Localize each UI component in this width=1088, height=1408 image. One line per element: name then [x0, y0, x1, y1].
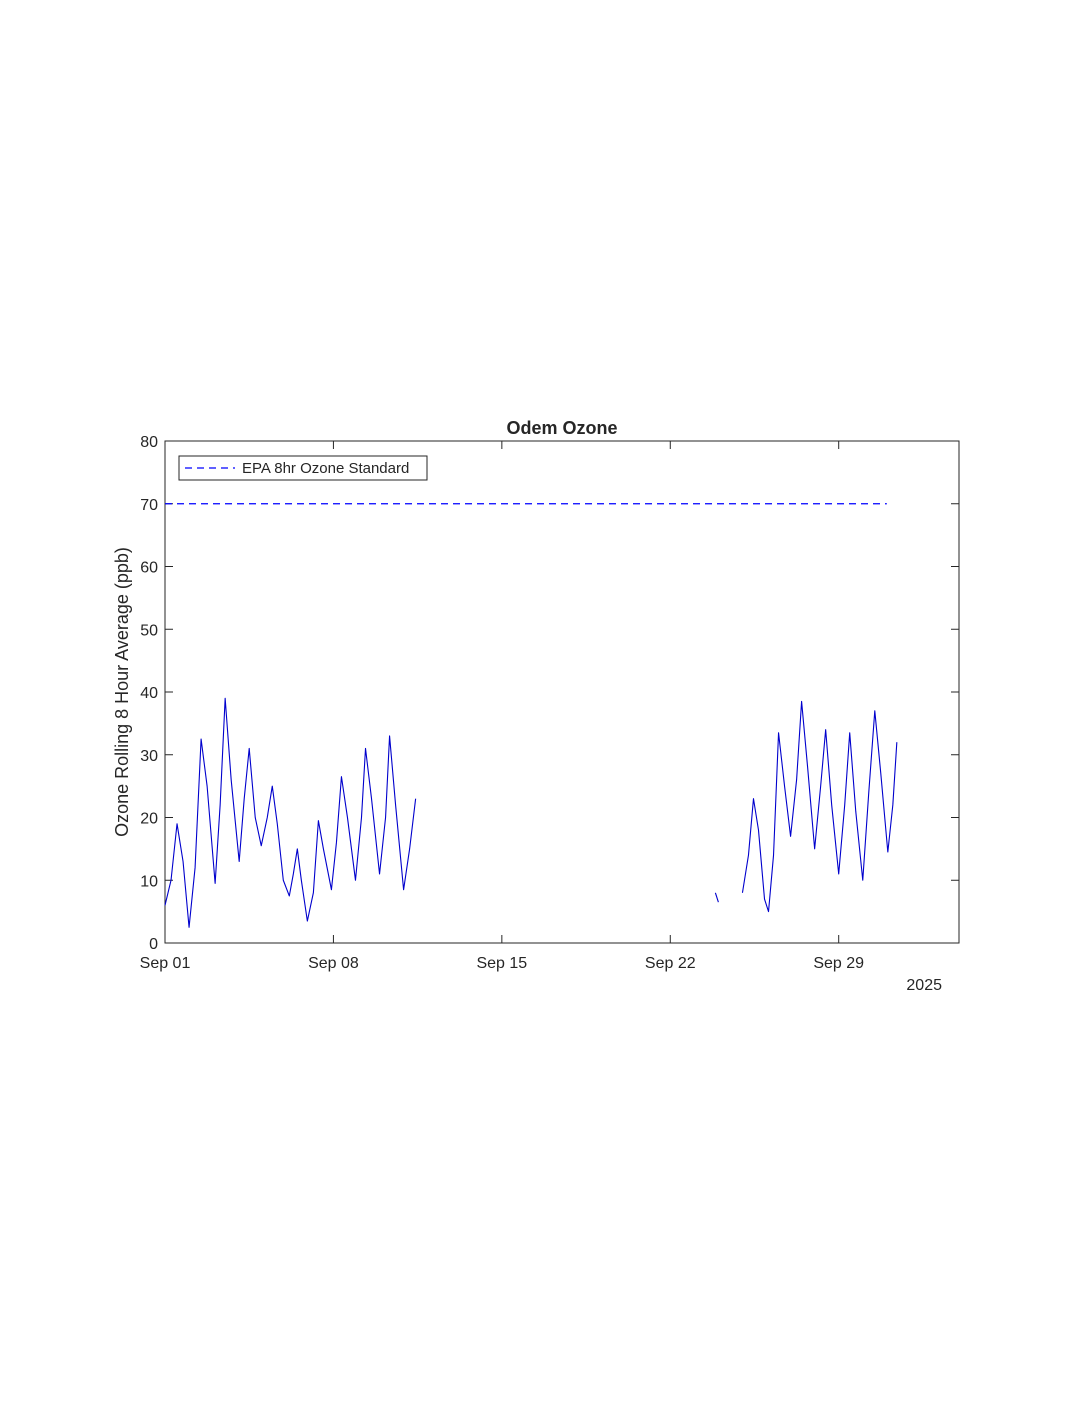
y-axis-label: Ozone Rolling 8 Hour Average (ppb)	[112, 547, 132, 837]
legend-entry-epa-standard: EPA 8hr Ozone Standard	[242, 460, 409, 477]
x-tick-label-1: Sep 08	[308, 955, 359, 972]
x-axis-ticks: Sep 01 Sep 08 Sep 15 Sep 22 Sep 29	[140, 441, 960, 972]
y-tick-label-60: 60	[140, 560, 158, 577]
x-axis-year-label: 2025	[906, 977, 942, 994]
chart-title: Odem Ozone	[506, 418, 617, 438]
plot-area	[164, 440, 960, 944]
x-tick-label-4: Sep 29	[813, 955, 864, 972]
x-tick-label-2: Sep 15	[476, 955, 527, 972]
y-tick-label-20: 20	[140, 811, 158, 828]
y-tick-label-40: 40	[140, 685, 158, 702]
y-tick-label-80: 80	[140, 434, 158, 451]
y-tick-label-70: 70	[140, 497, 158, 514]
y-tick-label-30: 30	[140, 748, 158, 765]
y-tick-label-0: 0	[149, 936, 158, 953]
ozone-series-segment-3	[741, 700, 898, 913]
x-tick-label-3: Sep 22	[645, 955, 696, 972]
ozone-series-segment-1	[164, 697, 417, 928]
legend: EPA 8hr Ozone Standard	[178, 455, 428, 481]
ozone-series-segment-2	[714, 892, 719, 903]
x-tick-label-0: Sep 01	[140, 955, 191, 972]
y-tick-label-50: 50	[140, 622, 158, 639]
legend-box	[178, 455, 428, 481]
y-tick-label-10: 10	[140, 873, 158, 890]
data-series	[164, 697, 898, 928]
y-axis-ticks: 0 10 20 30 40 50 60 70 80	[140, 434, 959, 953]
